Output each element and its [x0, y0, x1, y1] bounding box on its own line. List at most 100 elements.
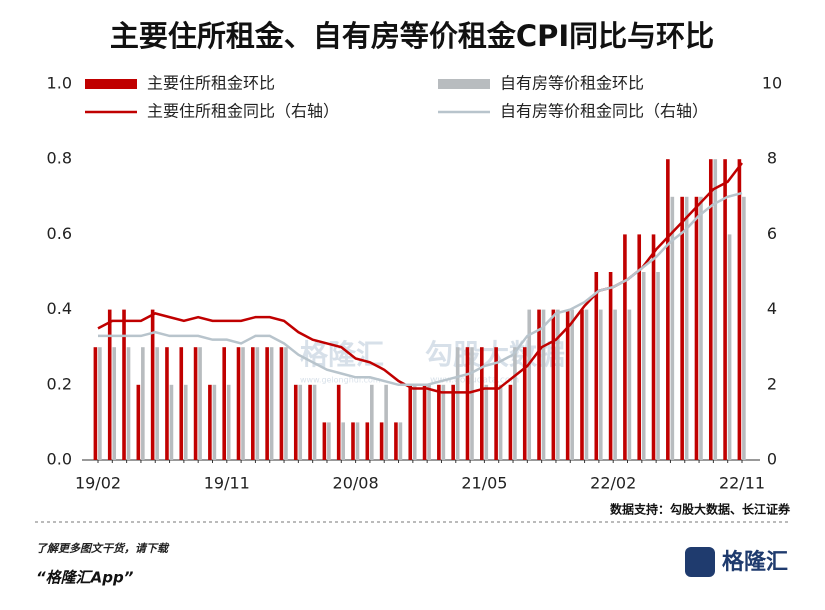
y-tick-label: 0.0: [47, 450, 72, 469]
footer-app: “格隆汇App”: [36, 569, 134, 587]
x-tick-label: 19/11: [204, 474, 250, 493]
bar: [93, 347, 98, 460]
bar: [394, 422, 398, 460]
bar: [699, 196, 703, 461]
bar: [641, 272, 646, 460]
footer-note: 了解更多图文干货，请下载: [36, 542, 170, 555]
y2-tick-label: 6: [767, 224, 777, 243]
bar: [169, 384, 174, 460]
bar: [513, 347, 517, 460]
bar: [651, 234, 656, 460]
watermark-text: www.gogudata.com: [430, 376, 519, 386]
legend-label: 主要住所租金环比: [147, 74, 275, 93]
x-tick-label: 19/02: [75, 474, 121, 493]
legend-label: 自有房等价租金环比: [500, 74, 644, 93]
bar: [255, 347, 260, 460]
bar: [122, 309, 126, 460]
bar: [637, 234, 642, 460]
bar: [370, 384, 374, 460]
source: 数据支持：勾股大数据、长江证券: [610, 502, 791, 517]
bar: [508, 384, 513, 460]
watermark-text: www.gelonghui.com: [300, 376, 381, 385]
legend-swatch: [438, 79, 490, 89]
bar: [193, 347, 198, 460]
bar: [279, 347, 284, 460]
bar: [179, 347, 184, 460]
bar: [723, 159, 727, 460]
bar: [422, 384, 427, 460]
bar: [336, 384, 341, 460]
bar: [165, 347, 169, 460]
line: [98, 191, 743, 387]
bar: [727, 234, 732, 460]
logo-icon: [685, 547, 715, 577]
x-tick-label: 22/11: [719, 474, 765, 493]
y-tick-label: 0.8: [47, 149, 72, 168]
y2-tick-label: 0: [767, 450, 777, 469]
bar: [670, 196, 675, 461]
bar: [613, 309, 617, 460]
bar: [308, 384, 312, 460]
bar: [598, 309, 603, 460]
bar: [551, 309, 556, 460]
bar: [183, 384, 188, 460]
y2-tick-label: 10: [762, 74, 782, 93]
bar: [594, 272, 599, 460]
y2-tick-label: 2: [767, 374, 777, 393]
bar: [666, 159, 670, 460]
bar: [265, 347, 269, 460]
bar: [107, 309, 112, 460]
bar: [222, 347, 226, 460]
bar: [441, 384, 446, 460]
bar: [427, 384, 431, 460]
x-tick-label: 22/02: [590, 474, 636, 493]
bar: [384, 384, 388, 460]
bar: [713, 159, 718, 460]
bar: [494, 347, 498, 460]
bar: [680, 196, 684, 461]
bar: [208, 384, 212, 460]
bar: [241, 347, 245, 460]
bar: [656, 272, 660, 460]
y-tick-label: 0.2: [47, 374, 72, 393]
bar: [355, 422, 360, 460]
bar: [126, 347, 131, 460]
logo-text: 格隆汇: [722, 549, 788, 575]
bar: [322, 422, 327, 460]
bar: [522, 347, 527, 460]
bar: [627, 309, 632, 460]
bar: [498, 384, 503, 460]
bar: [150, 309, 155, 460]
bar: [251, 347, 255, 460]
x-tick-label: 20/08: [333, 474, 379, 493]
bar: [742, 196, 746, 461]
bar: [527, 309, 532, 460]
bar: [141, 347, 145, 460]
bar: [136, 384, 141, 460]
bar: [398, 422, 403, 460]
bar: [684, 196, 689, 461]
legend-swatch: [85, 79, 137, 89]
legend-label: 自有房等价租金同比（右轴）: [500, 102, 708, 121]
y2-tick-label: 8: [767, 149, 777, 168]
bar: [608, 272, 613, 460]
bar: [112, 347, 117, 460]
y2-tick-label: 4: [767, 299, 777, 318]
y-tick-label: 0.6: [47, 224, 72, 243]
legend-label: 主要住所租金同比（右轴）: [147, 102, 339, 121]
bar: [708, 159, 713, 460]
bar: [212, 384, 217, 460]
bar: [480, 347, 484, 460]
bar: [351, 422, 355, 460]
y-tick-label: 1.0: [47, 74, 72, 93]
x-tick-label: 21/05: [461, 474, 507, 493]
bar: [365, 422, 370, 460]
bar: [298, 384, 303, 460]
bar: [437, 384, 441, 460]
bar: [541, 309, 546, 460]
bar: [537, 309, 541, 460]
bar: [98, 347, 102, 460]
bar: [570, 309, 574, 460]
bar: [327, 422, 331, 460]
